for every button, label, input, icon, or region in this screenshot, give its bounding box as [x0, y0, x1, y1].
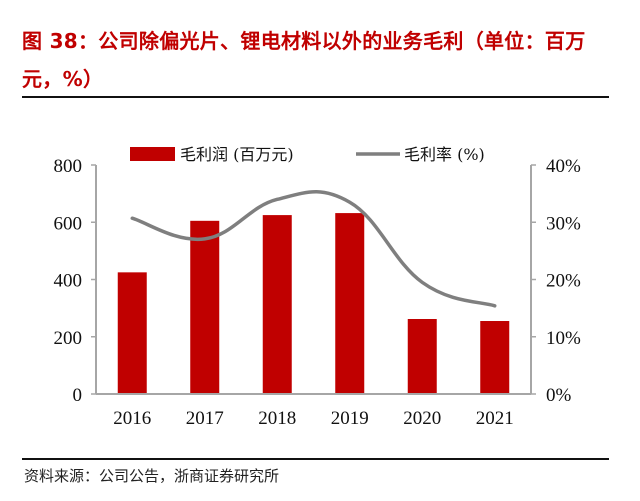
line-series-gross-margin [130, 190, 497, 308]
source-divider [22, 458, 609, 460]
left-tick-label: 200 [54, 328, 83, 349]
left-tick-label: 0 [73, 385, 83, 406]
legend-bar-swatch [130, 147, 175, 161]
legend-line-label: 毛利率 (%) [404, 145, 485, 164]
left-tick-label: 400 [54, 271, 83, 292]
left-tick-label: 600 [54, 213, 83, 234]
x-axis-ticks: 2016 2017 2018 2019 2020 2021 [113, 408, 514, 429]
legend: 毛利润 (百万元) 毛利率 (%) [130, 145, 485, 164]
left-axis-ticks: 0 200 400 600 800 [54, 156, 96, 406]
legend-bar-label: 毛利润 (百万元) [180, 145, 294, 164]
x-tick-label: 2016 [113, 408, 151, 429]
right-tick-label: 10% [546, 328, 581, 349]
bar-2020 [407, 319, 437, 394]
right-tick-label: 40% [546, 156, 581, 177]
bar-series [117, 213, 510, 394]
bar-2021 [480, 321, 510, 394]
left-tick-label: 800 [54, 156, 83, 177]
bar-2018 [262, 215, 292, 394]
bar-2017 [190, 220, 220, 394]
chart-title: 图 38：公司除偏光片、锂电材料以外的业务毛利（单位：百万元，%） [22, 29, 586, 91]
x-tick-label: 2020 [403, 408, 441, 429]
x-tick-label: 2021 [476, 408, 514, 429]
title-divider [22, 96, 609, 98]
bar-2019 [335, 213, 365, 394]
right-tick-label: 0% [546, 385, 572, 406]
right-tick-label: 20% [546, 271, 581, 292]
bar-2016 [117, 272, 147, 394]
source-note: 资料来源：公司公告，浙商证券研究所 [24, 467, 280, 485]
right-tick-label: 30% [546, 213, 581, 234]
right-axis-ticks: 0% 10% 20% 30% 40% [531, 156, 581, 406]
x-tick-label: 2017 [186, 408, 224, 429]
x-tick-label: 2018 [258, 408, 296, 429]
x-tick-label: 2019 [331, 408, 369, 429]
